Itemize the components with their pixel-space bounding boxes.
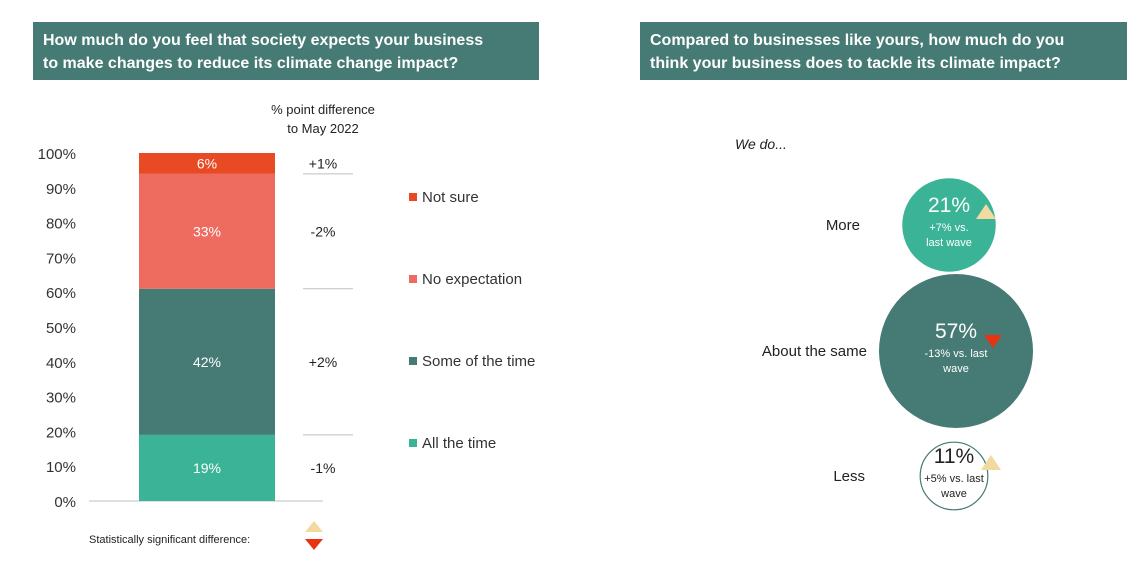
bubble-category-about-the-same: About the same	[762, 343, 867, 360]
significance-down-icon	[984, 335, 1002, 348]
legend-label-not-sure: Not sure	[422, 189, 479, 206]
legend-label-no-expectation: No expectation	[422, 271, 522, 288]
diff-value-all-the-time: -1%	[311, 460, 336, 476]
significance-down-triangle	[305, 539, 323, 550]
y-tick-label: 80%	[46, 216, 76, 233]
left-title-line-2: to make changes to reduce its climate ch…	[43, 55, 459, 72]
significance-up-icon	[976, 204, 996, 219]
bar-segments	[139, 153, 275, 501]
right-title-line-1: Compared to businesses like yours, how m…	[650, 32, 1065, 49]
we-do-prefix: We do...	[735, 136, 787, 152]
legend-swatch-not-sure	[409, 193, 417, 201]
diff-header-line-2: to May 2022	[287, 121, 359, 136]
bubbles: More 21% +7% vs. last wave About the same 57%…	[762, 178, 1034, 511]
y-tick-label: 70%	[46, 250, 76, 267]
legend: Not sure No expectation Some of the time Al…	[409, 189, 535, 452]
bubble-category-more: More	[826, 217, 860, 234]
left-title-line-1: How much do you feel that society expect…	[43, 32, 484, 49]
data-label-no-expectation: 33%	[193, 223, 221, 239]
y-axis: 0% 10% 20% 30% 40% 50% 60% 70% 80% 90% 100%	[38, 146, 76, 511]
y-tick-label: 100%	[38, 146, 76, 163]
bar-segment-all-the-time	[139, 434, 275, 501]
legend-swatch-no-expectation	[409, 275, 417, 283]
legend-swatch-all-the-time	[409, 439, 417, 447]
y-tick-label: 40%	[46, 355, 76, 372]
data-label-some-of-the-time: 42%	[193, 354, 221, 370]
bubble-more	[902, 178, 996, 272]
left-chart-title: How much do you feel that society expect…	[33, 22, 539, 80]
right-title-line-2: think your business does to tackle its c…	[650, 55, 1061, 72]
y-tick-label: 10%	[46, 459, 76, 476]
bubble-less	[919, 441, 989, 511]
bar-segment-some-of-the-time	[139, 288, 275, 435]
bubble-change-more: +7% vs.	[929, 222, 968, 234]
legend-swatch-some-of-the-time	[409, 357, 417, 365]
bubble-change-about-the-same-2: wave	[942, 363, 969, 375]
significance-up-triangle	[305, 521, 323, 532]
y-tick-label: 30%	[46, 390, 76, 407]
diff-separators	[303, 173, 353, 436]
legend-label-some-of-the-time: Some of the time	[422, 353, 535, 370]
stacked-bar-chart: 0% 10% 20% 30% 40% 50% 60% 70% 80% 90% 100% 19% 42%…	[38, 102, 535, 550]
bubble-about-the-same	[878, 273, 1034, 429]
y-tick-label: 20%	[46, 424, 76, 441]
data-label-not-sure: 6%	[197, 155, 217, 171]
bubble-category-less: Less	[833, 468, 865, 485]
y-tick-label: 0%	[54, 494, 76, 511]
diff-value-not-sure: +1%	[309, 155, 337, 171]
bar-data-labels: 19% 42% 33% 6%	[193, 155, 221, 476]
y-tick-label: 60%	[46, 285, 76, 302]
bar-segment-no-expectation	[139, 173, 275, 289]
bubble-value-less: 11%	[934, 445, 974, 468]
bubble-change-more-2: last wave	[926, 237, 972, 249]
bar-segment-not-sure	[139, 153, 275, 174]
bubble-change-less-2: wave	[940, 488, 967, 500]
bubble-value-more: 21%	[928, 194, 970, 217]
legend-label-all-the-time: All the time	[422, 435, 496, 452]
bubble-chart: We do... More 21% +7% vs. last wave About th…	[735, 136, 1034, 511]
y-tick-label: 90%	[46, 181, 76, 198]
data-label-all-the-time: 19%	[193, 460, 221, 476]
bubble-change-about-the-same: -13% vs. last	[925, 348, 988, 360]
diff-values: -1% +2% -2% +1%	[309, 155, 337, 476]
diff-value-no-expectation: -2%	[311, 223, 336, 239]
bubble-change-less: +5% vs. last	[924, 473, 984, 485]
right-chart-title: Compared to businesses like yours, how m…	[640, 22, 1127, 80]
diff-value-some-of-the-time: +2%	[309, 354, 337, 370]
diff-header-line-1: % point difference	[271, 102, 375, 117]
y-tick-label: 50%	[46, 320, 76, 337]
significance-note: Statistically significant difference:	[89, 534, 250, 546]
bubble-value-about-the-same: 57%	[935, 320, 977, 343]
significance-up-icon	[981, 455, 1001, 470]
